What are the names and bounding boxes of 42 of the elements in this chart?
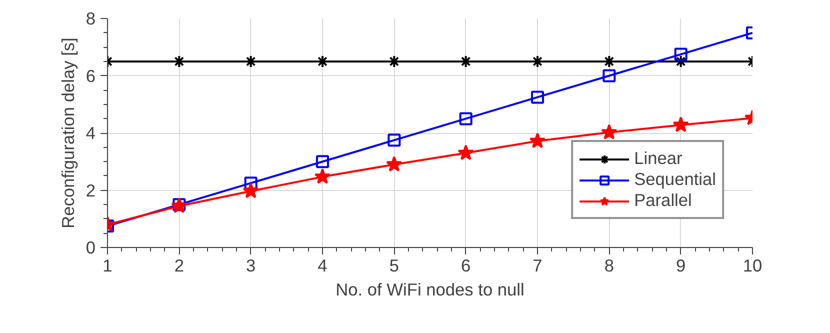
x-tick-label: 2 <box>174 256 184 276</box>
point <box>531 54 544 68</box>
y-tick-label: 8 <box>86 8 96 28</box>
point <box>458 144 474 160</box>
x-tick-label: 6 <box>461 256 471 276</box>
x-tick-label: 3 <box>246 256 256 276</box>
point <box>388 54 401 68</box>
x-tick-label: 7 <box>532 256 542 276</box>
y-tick-label: 4 <box>86 123 96 143</box>
x-tick-label: 8 <box>604 256 614 276</box>
point <box>386 156 402 172</box>
x-tick-label: 10 <box>742 256 762 276</box>
point <box>316 54 329 68</box>
point <box>602 54 616 68</box>
legend-label: Sequential <box>634 169 716 190</box>
point <box>459 54 472 68</box>
point <box>459 112 472 126</box>
x-axis-title: No. of WiFi nodes to null <box>336 280 524 300</box>
point <box>674 48 688 61</box>
point <box>672 116 689 132</box>
x-tick-label: 5 <box>389 256 399 276</box>
point <box>316 155 329 168</box>
x-tick-label: 1 <box>102 256 112 276</box>
point <box>172 54 186 68</box>
point <box>601 124 618 140</box>
point <box>244 54 258 68</box>
point <box>531 90 544 104</box>
y-tick-label: 0 <box>86 238 96 258</box>
point <box>314 168 331 184</box>
x-tick-label: 4 <box>318 256 328 276</box>
point <box>529 132 546 148</box>
x-tick-label: 9 <box>676 256 686 276</box>
y-tick-label: 2 <box>86 180 96 200</box>
point <box>388 134 401 147</box>
legend-label: Linear <box>634 148 682 169</box>
point <box>244 176 258 190</box>
point <box>674 54 688 68</box>
legend-label: Parallel <box>634 190 692 211</box>
y-tick-label: 6 <box>86 66 96 86</box>
y-axis-title: Reconfiguration delay [s] <box>58 38 78 228</box>
point <box>602 69 616 82</box>
point <box>242 182 259 198</box>
